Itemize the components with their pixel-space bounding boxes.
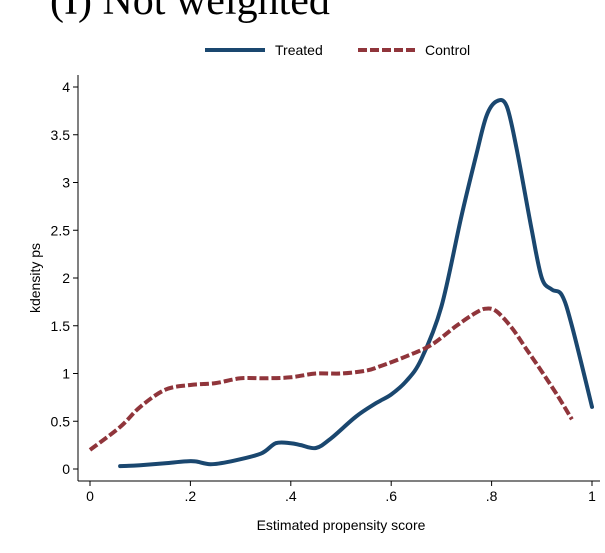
y-tick-label: 0.5 [51,413,71,429]
y-tick-label: 2.5 [51,222,71,238]
series-group [88,98,594,469]
x-tick-label: 1 [588,488,596,504]
y-axis-label: kdensity ps [27,243,43,313]
y-tick-label: 1.5 [51,318,71,334]
x-tick-label: .2 [185,488,197,504]
y-tick-label: 3 [62,175,70,191]
x-tick-label: .4 [285,488,297,504]
legend: Treated Control [205,42,470,58]
legend-label-control: Control [425,42,470,58]
y-tick-label: 1 [62,366,70,382]
x-tick-label: .6 [385,488,397,504]
x-tick-label: 0 [86,488,94,504]
axes [77,75,600,482]
ticks: 0 0.5 1 1.5 2 2.5 3 3.5 4 0 .2 .4 .6 .8 1 [51,79,597,504]
y-tick-label: 4 [62,79,70,95]
legend-label-treated: Treated [275,42,323,58]
x-tick-label: .8 [486,488,498,504]
y-tick-label: 0 [62,461,70,477]
y-tick-label: 3.5 [51,127,71,143]
series-line-treated [118,98,594,469]
x-axis-label: Estimated propensity score [257,517,426,533]
chart-title: (I) Not weighted [50,0,330,24]
y-tick-label: 2 [62,270,70,286]
series-line-control [88,306,574,452]
